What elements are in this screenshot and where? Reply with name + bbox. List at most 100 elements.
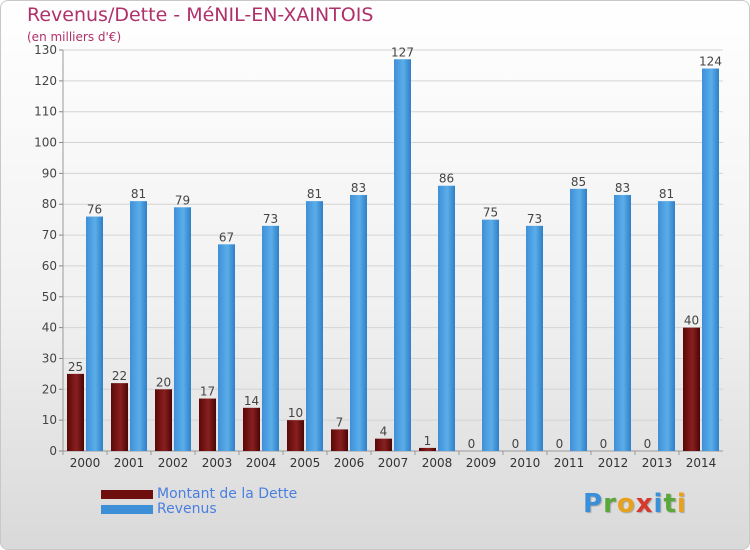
data-label-dette: 7: [336, 415, 344, 429]
bar-dette: [155, 389, 172, 451]
bar-revenus: [394, 59, 411, 451]
legend: Montant de la Dette Revenus: [101, 486, 401, 517]
logo-letter: r: [603, 489, 617, 519]
bar-revenus: [658, 201, 675, 451]
x-tick-label: 2008: [422, 456, 453, 470]
y-tick-label: 50: [42, 290, 57, 304]
data-label-dette: 0: [512, 437, 520, 451]
data-label-revenus: 124: [699, 55, 722, 69]
bar-revenus: [350, 194, 367, 451]
x-tick-label: 2014: [686, 456, 717, 470]
y-axis-ticks: 0 10 20 30 40 50 60 70 80 90 100 110 120 130: [34, 43, 57, 458]
data-label-revenus: 73: [263, 212, 278, 226]
bar-revenus: [702, 68, 719, 451]
data-label-dette: 0: [468, 437, 476, 451]
y-tick-label: 40: [42, 321, 57, 335]
bar-dette: [111, 383, 128, 451]
bar-revenus: [614, 194, 631, 451]
bar-revenus: [86, 216, 103, 451]
data-label-dette: 1: [424, 434, 432, 448]
chart-subtitle: (en milliers d'€): [27, 30, 122, 44]
data-label-dette: 17: [200, 385, 215, 399]
legend-swatch-revenus: [101, 505, 153, 514]
bar-dette: [375, 438, 392, 451]
bar-revenus: [482, 219, 499, 451]
y-tick-label: 90: [42, 166, 57, 180]
x-tick-label: 2002: [158, 456, 189, 470]
proxiti-logo: Proxiti: [583, 489, 687, 519]
y-tick-label: 0: [49, 444, 57, 458]
legend-item-revenus: Revenus: [101, 501, 401, 517]
data-label-revenus: 67: [219, 230, 234, 244]
bar-dette: [287, 420, 304, 451]
data-labels: 25 76 22 81 20 79 17 67 14 73 10 81 7 83 4 127 1 86 0 75 0 73…: [68, 45, 722, 451]
y-tick-label: 80: [42, 197, 57, 211]
x-tick-label: 2010: [510, 456, 541, 470]
logo-letter: t: [663, 489, 677, 519]
chart-title: Revenus/Dette - MéNIL-EN-XAINTOIS: [27, 4, 374, 26]
data-label-revenus: 83: [615, 181, 630, 195]
legend-item-dette: Montant de la Dette: [101, 486, 401, 502]
bar-revenus: [174, 207, 191, 451]
x-tick-label: 2000: [70, 456, 101, 470]
y-tick-label: 130: [34, 43, 57, 57]
grid: [59, 49, 723, 452]
data-label-revenus: 85: [571, 175, 586, 189]
y-tick-label: 20: [42, 382, 57, 396]
data-label-revenus: 127: [391, 45, 414, 59]
data-label-revenus: 86: [439, 172, 454, 186]
bar-dette: [67, 373, 84, 451]
data-label-dette: 25: [68, 360, 83, 374]
bar-revenus: [306, 201, 323, 451]
data-label-revenus: 81: [307, 187, 322, 201]
bar-dette: [331, 429, 348, 451]
x-tick-label: 2013: [642, 456, 673, 470]
logo-letter: P: [583, 489, 604, 519]
data-label-revenus: 79: [175, 193, 190, 207]
x-tick-label: 2011: [554, 456, 585, 470]
legend-swatch-dette: [101, 490, 153, 499]
bar-dette: [419, 447, 436, 451]
data-label-revenus: 75: [483, 206, 498, 220]
data-label-dette: 0: [600, 437, 608, 451]
x-tick-label: 2005: [290, 456, 321, 470]
x-tick-label: 2007: [378, 456, 409, 470]
y-tick-label: 100: [34, 136, 57, 150]
y-tick-label: 120: [34, 74, 57, 88]
y-tick-label: 70: [42, 228, 57, 242]
x-tick-label: 2006: [334, 456, 365, 470]
data-label-dette: 10: [288, 406, 303, 420]
x-tick-label: 2001: [114, 456, 145, 470]
data-label-dette: 14: [244, 394, 259, 408]
bar-revenus: [438, 185, 455, 451]
bar-dette: [243, 407, 260, 451]
data-label-revenus: 76: [87, 203, 102, 217]
data-label-revenus: 81: [659, 187, 674, 201]
data-label-dette: 0: [556, 437, 564, 451]
logo-letter: i: [676, 489, 687, 519]
bar-revenus: [526, 225, 543, 451]
legend-label-revenus: Revenus: [157, 501, 217, 517]
legend-label-dette: Montant de la Dette: [157, 486, 298, 502]
data-label-dette: 0: [644, 437, 652, 451]
y-tick-label: 30: [42, 351, 57, 365]
y-tick-label: 60: [42, 259, 57, 273]
data-label-dette: 22: [112, 369, 127, 383]
x-tick-label: 2003: [202, 456, 233, 470]
bar-dette: [199, 398, 216, 451]
bars: [67, 59, 719, 452]
x-axis-ticks: 2000 2001 2002 2003 2004 2005 2006 2007 2008 2009…: [62, 451, 717, 470]
logo-letter: i: [653, 489, 664, 519]
logo-letter: x: [635, 489, 654, 519]
data-label-revenus: 83: [351, 181, 366, 195]
y-tick-label: 110: [34, 105, 57, 119]
data-label-dette: 4: [380, 425, 388, 439]
data-label-dette: 20: [156, 375, 171, 389]
bar-revenus: [218, 244, 235, 451]
bar-revenus: [570, 188, 587, 452]
x-tick-label: 2009: [466, 456, 497, 470]
logo-letter: o: [616, 489, 636, 519]
y-tick-label: 10: [42, 413, 57, 427]
